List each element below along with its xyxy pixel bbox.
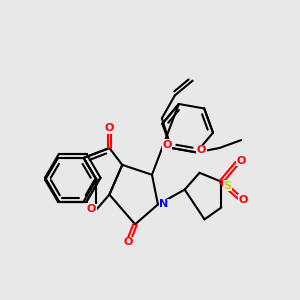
Text: O: O bbox=[124, 237, 133, 247]
Text: N: N bbox=[159, 200, 169, 209]
Text: O: O bbox=[197, 146, 206, 155]
Text: O: O bbox=[236, 156, 246, 166]
Text: O: O bbox=[162, 140, 172, 150]
Text: O: O bbox=[87, 204, 96, 214]
Text: O: O bbox=[238, 194, 248, 205]
Text: S: S bbox=[223, 181, 231, 191]
Text: O: O bbox=[105, 123, 114, 133]
